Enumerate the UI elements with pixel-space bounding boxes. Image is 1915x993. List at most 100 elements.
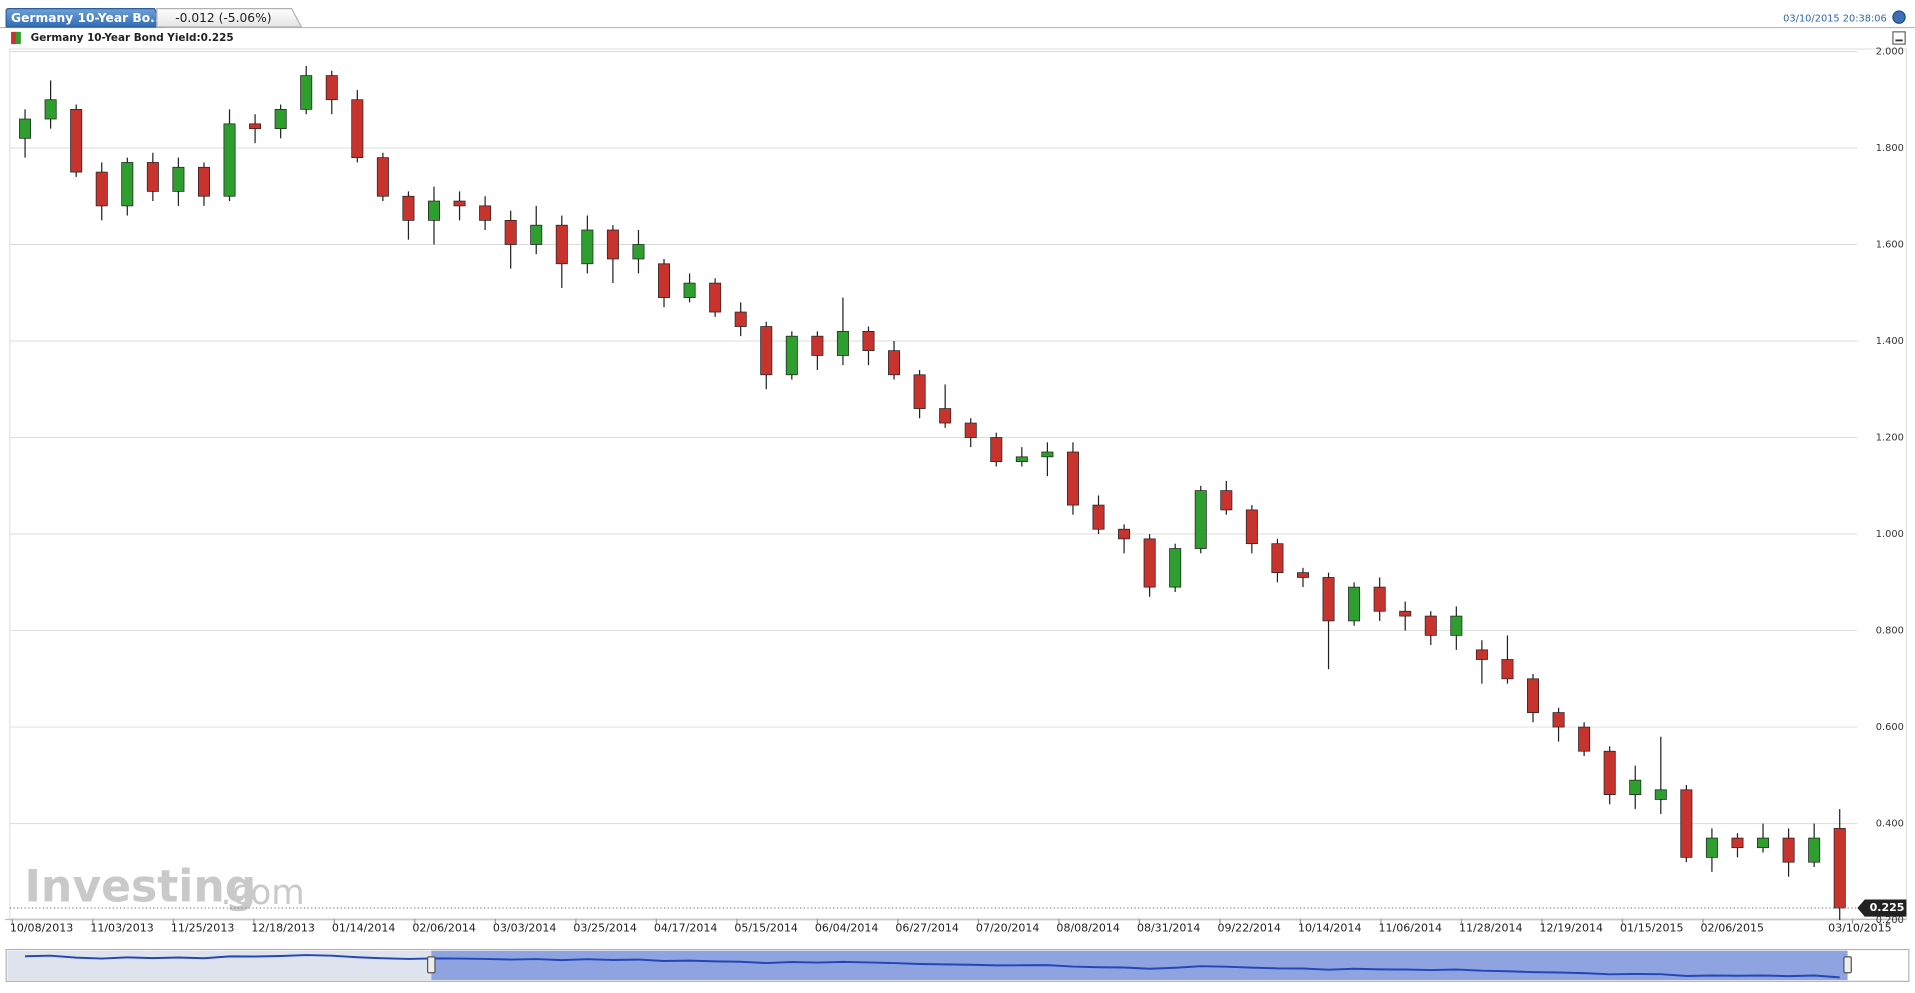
last-value-label: 0.225	[1870, 901, 1905, 914]
navigator-selection	[431, 950, 1848, 981]
x-tick-label: 03/03/2014	[493, 922, 556, 935]
candle-body	[709, 282, 722, 313]
candle-body	[428, 200, 440, 221]
candle-body	[1527, 678, 1539, 713]
x-tick-label: 03/25/2014	[573, 922, 636, 935]
candle-body	[1169, 548, 1182, 588]
x-tick-label: 08/31/2014	[1137, 922, 1201, 935]
candle-body	[1118, 528, 1131, 540]
candle-body	[862, 330, 875, 352]
candle-body	[811, 335, 824, 356]
candle-body	[1757, 837, 1770, 849]
candle-body	[223, 123, 236, 197]
watermark-suffix: .com	[221, 873, 305, 913]
tab-active[interactable]	[5, 7, 166, 28]
legend-text: Germany 10-Year Bond Yield:0.225	[31, 32, 234, 44]
minimize-button[interactable]	[1892, 31, 1906, 45]
candle-body	[785, 335, 798, 376]
x-tick-label: 12/18/2013	[251, 922, 315, 935]
candle-body	[939, 408, 952, 424]
y-tick-label: 1.000	[1876, 529, 1904, 540]
candle-body	[146, 162, 159, 192]
x-tick-label: 08/08/2014	[1056, 922, 1120, 935]
plot-frame	[9, 48, 1908, 920]
x-tick-label: 02/06/2015	[1701, 922, 1765, 935]
candle-body	[1450, 615, 1463, 636]
y-tick-label: 0.400	[1876, 819, 1904, 830]
candle-body	[760, 326, 773, 376]
candle-body	[1220, 490, 1233, 511]
y-tick-label: 0.200	[1876, 915, 1904, 926]
candle-body	[1066, 451, 1079, 506]
candle-body	[351, 99, 364, 158]
x-tick-label: 05/15/2014	[734, 922, 798, 935]
x-tick-label: 10/14/2014	[1298, 922, 1362, 935]
candle-body	[964, 422, 977, 438]
candle-body	[376, 157, 389, 197]
candle-body	[274, 108, 287, 130]
candle-body	[121, 162, 134, 207]
y-tick-label: 2.000	[1876, 46, 1904, 57]
candle-body	[479, 205, 492, 221]
x-tick-label: 11/03/2013	[90, 922, 154, 935]
candle-body	[70, 108, 83, 173]
candle-body	[606, 229, 619, 260]
candle-body	[1475, 649, 1488, 660]
candle-body	[1373, 586, 1386, 612]
candle-body	[1245, 509, 1258, 545]
watermark-main: Investing	[25, 861, 257, 912]
last-value-tag	[1857, 899, 1907, 917]
candle-body	[1808, 837, 1821, 863]
candle-body	[1552, 712, 1565, 728]
candle-body	[1092, 504, 1105, 530]
x-tick-label: 06/04/2014	[815, 922, 878, 935]
x-tick-label: 09/22/2014	[1217, 922, 1281, 935]
tab-change	[156, 7, 303, 28]
candle-body	[504, 219, 517, 245]
x-tick-label: 07/20/2014	[976, 922, 1040, 935]
candle-body	[1629, 779, 1642, 795]
candle-body	[249, 123, 262, 130]
candle-body	[1399, 610, 1412, 617]
candle-body	[1143, 538, 1156, 588]
x-tick-label: 11/06/2014	[1378, 922, 1442, 935]
legend-icon-up	[15, 31, 21, 45]
candle-body	[300, 75, 313, 110]
x-tick-label: 01/15/2015	[1620, 922, 1684, 935]
candle-body	[632, 244, 645, 260]
candle-body	[836, 330, 849, 356]
candle-body	[530, 224, 543, 245]
candle-body	[990, 437, 1003, 463]
candle-body	[1194, 490, 1207, 549]
candle-body	[913, 374, 926, 409]
candle-body	[1578, 726, 1591, 752]
candle-body	[402, 195, 415, 221]
x-tick-label: 02/06/2014	[412, 922, 476, 935]
y-tick-label: 1.400	[1876, 336, 1904, 347]
candle-body	[683, 282, 696, 298]
x-tick-label: 10/08/2013	[10, 922, 74, 935]
candle-body	[197, 166, 210, 197]
settings-button[interactable]	[1892, 10, 1906, 24]
candle-body	[1041, 451, 1054, 458]
candle-body	[1348, 586, 1361, 622]
candle-body	[1271, 543, 1284, 574]
tab-title: Germany 10-Year Bo...	[11, 11, 164, 25]
x-tick-label: 01/14/2014	[332, 922, 396, 935]
legend-icon-down	[11, 31, 16, 45]
candle-body	[1322, 577, 1335, 622]
candle-body	[1296, 572, 1309, 578]
candle-body	[1731, 837, 1744, 849]
candle-body	[1654, 789, 1667, 800]
x-tick-label: 11/28/2014	[1459, 922, 1523, 935]
timestamp: 03/10/2015 20:38:06	[1783, 13, 1887, 24]
candle-body	[325, 75, 338, 101]
y-tick-label: 0.600	[1876, 722, 1904, 733]
candle-body	[1424, 615, 1437, 636]
y-tick-label: 1.200	[1876, 433, 1904, 444]
navigator-handle	[1843, 956, 1852, 974]
candle-body	[44, 99, 57, 120]
candle-body	[453, 200, 466, 207]
candle-body	[734, 311, 747, 327]
